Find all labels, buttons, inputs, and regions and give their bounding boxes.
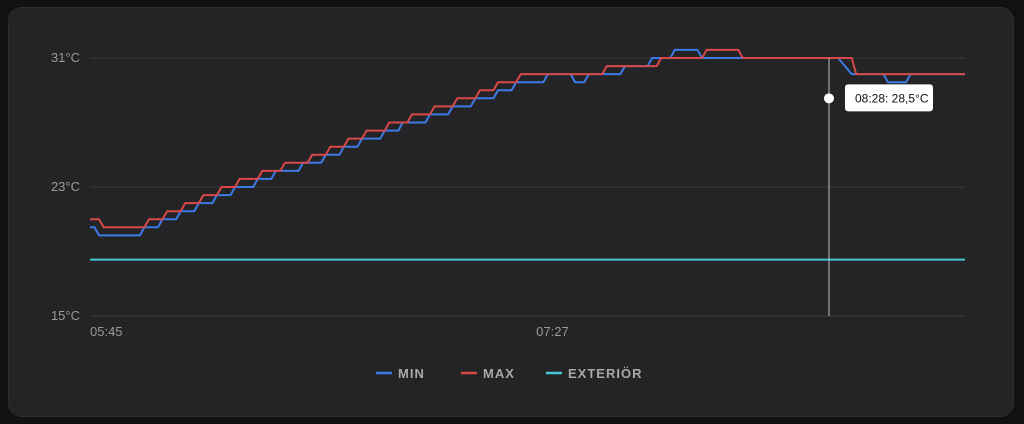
legend-label: EXTERIÖR bbox=[568, 366, 642, 381]
hover-indicator: 08:28: 28,5°C bbox=[823, 58, 933, 316]
tooltip-box bbox=[844, 84, 933, 112]
x-tick-label: 07:27 bbox=[536, 324, 569, 339]
series-line-max[interactable] bbox=[90, 48, 965, 229]
legend-item-exteriör[interactable]: EXTERIÖR bbox=[546, 366, 642, 381]
legend-item-max[interactable]: MAX bbox=[461, 366, 515, 381]
legend-label: MAX bbox=[483, 366, 515, 381]
x-axis-ticks: 05:45 07:27 bbox=[90, 324, 569, 339]
x-tick-label: 05:45 bbox=[90, 324, 123, 339]
legend-label: MIN bbox=[398, 366, 425, 381]
y-tick-label: 15°C bbox=[51, 308, 80, 323]
y-tick-label: 23°C bbox=[51, 179, 80, 194]
series-line-min[interactable] bbox=[90, 48, 965, 237]
y-axis-ticks: 31°C 23°C 15°C bbox=[51, 50, 80, 323]
legend[interactable]: MIN MAX EXTERIÖR bbox=[376, 366, 642, 381]
hover-point bbox=[823, 93, 834, 104]
legend-item-min[interactable]: MIN bbox=[376, 366, 425, 381]
series-lines bbox=[90, 48, 965, 261]
tooltip-text: 08:28: 28,5°C bbox=[855, 91, 929, 105]
y-tick-label: 31°C bbox=[51, 50, 80, 65]
